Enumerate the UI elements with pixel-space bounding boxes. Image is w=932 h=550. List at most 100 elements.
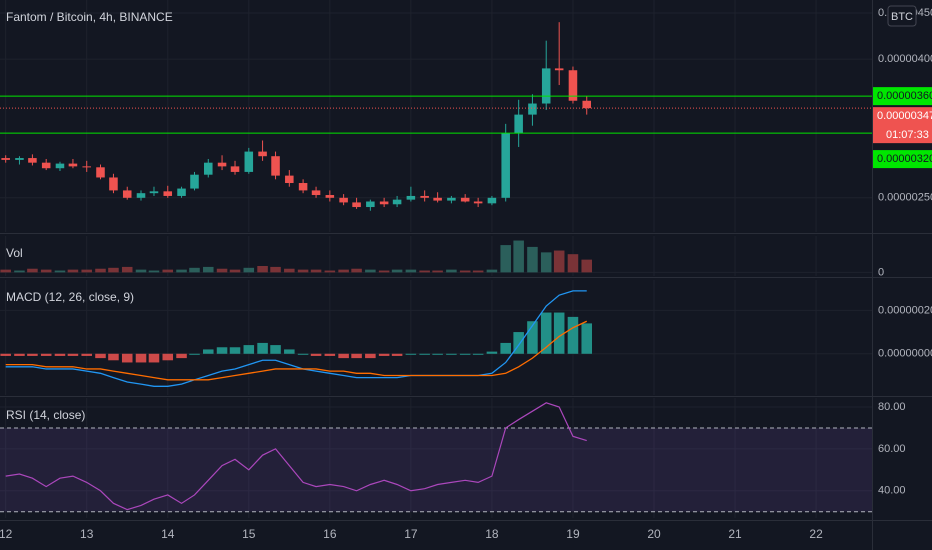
candle-body: [339, 197, 348, 203]
histogram-bar: [419, 353, 430, 355]
indicator-line: [5, 290, 587, 387]
pane-title: RSI (14, close): [6, 408, 85, 422]
histogram-bar: [351, 353, 362, 359]
candle-body: [230, 166, 240, 172]
x-tick-label: 12: [0, 527, 13, 541]
currency-button-label[interactable]: BTC: [891, 11, 913, 23]
volume-bar: [419, 270, 430, 273]
histogram-bar: [203, 349, 214, 354]
candle-body: [473, 201, 483, 204]
volume-bar: [553, 250, 565, 273]
volume-bar: [500, 245, 511, 273]
candle-body: [82, 166, 91, 168]
candle-body: [528, 103, 537, 115]
indicator-line: [5, 320, 588, 381]
level-label: 0.00000360: [877, 90, 932, 102]
volume-bar: [365, 269, 376, 273]
last-price-label: 0.00000347: [877, 110, 932, 122]
candle-body: [136, 193, 146, 198]
candle-body: [501, 133, 510, 198]
histogram-bar: [500, 342, 511, 354]
histogram-bar: [581, 323, 593, 354]
x-tick-label: 14: [161, 527, 175, 541]
histogram-bar: [284, 349, 295, 354]
histogram-bar: [378, 353, 390, 356]
histogram-bar: [513, 332, 524, 354]
histogram-bar: [432, 353, 443, 355]
histogram-bar: [486, 351, 498, 354]
volume-bar: [189, 267, 200, 273]
volume-bar: [486, 269, 498, 273]
candle-body: [122, 190, 132, 198]
y-tick-label: 80.00: [878, 401, 906, 413]
candle-body: [109, 177, 118, 191]
level-label-box: [873, 87, 932, 106]
x-tick-label: 15: [242, 527, 256, 541]
histogram-bar: [257, 342, 268, 354]
volume-bar: [27, 268, 38, 273]
volume-bar: [540, 252, 552, 273]
histogram-bar: [14, 353, 25, 356]
histogram-bar: [229, 347, 241, 354]
volume-bar: [472, 270, 484, 273]
candle-body: [28, 158, 37, 163]
volume-bar: [351, 268, 362, 273]
volume-bar: [459, 270, 471, 273]
volume-bar: [162, 269, 174, 273]
volume-bar: [229, 269, 241, 273]
histogram-bar: [121, 353, 133, 363]
histogram-bar: [459, 353, 471, 355]
volume-bar: [121, 266, 133, 273]
histogram-bar: [405, 353, 417, 355]
histogram-bar: [176, 353, 187, 359]
candle-body: [379, 201, 389, 205]
pane-title: MACD (12, 26, close, 9): [6, 290, 134, 304]
rsi-line: [5, 402, 587, 511]
histogram-bar: [216, 347, 228, 354]
candle-body: [541, 68, 551, 104]
histogram-bar: [162, 353, 174, 361]
histogram-bar: [148, 353, 160, 363]
volume-bar: [527, 246, 538, 273]
histogram-bar: [324, 353, 336, 356]
volume-bar: [324, 270, 336, 273]
candle-body: [149, 191, 159, 194]
volume-bar: [54, 270, 66, 273]
histogram-bar: [472, 353, 484, 355]
volume-bar: [378, 270, 390, 273]
candle-body: [244, 151, 254, 172]
histogram-bar: [297, 353, 309, 355]
candle-body: [433, 197, 442, 201]
candle-body: [177, 188, 186, 196]
volume-bar: [203, 266, 214, 273]
x-tick-label: 13: [80, 527, 94, 541]
candle-body: [406, 195, 416, 200]
rsi-band: [0, 427, 872, 512]
volume-bar: [176, 269, 187, 273]
volume-bar: [432, 270, 443, 273]
volume-bar: [148, 270, 160, 273]
histogram-bar: [270, 345, 281, 354]
candle-body: [311, 190, 321, 196]
candle-body: [392, 199, 402, 205]
volume-bar: [0, 269, 11, 273]
candle-body: [582, 100, 592, 109]
last-price-box: [873, 107, 932, 144]
y-tick-label: 60.00: [878, 443, 906, 455]
candle-body: [285, 175, 294, 184]
candle-body: [568, 70, 578, 101]
candle-body: [96, 167, 105, 178]
volume-bar: [297, 269, 309, 273]
histogram-bar: [27, 353, 38, 356]
volume-bar: [95, 268, 106, 273]
candle-body: [325, 195, 335, 198]
currency-button[interactable]: [887, 5, 917, 27]
volume-bar: [14, 270, 25, 273]
candle-body: [447, 197, 456, 201]
y-tick-label: 0.00000020: [878, 304, 932, 316]
volume-bar: [67, 269, 79, 273]
candle-body: [271, 156, 280, 176]
histogram-bar: [0, 353, 11, 356]
histogram-bar: [553, 312, 565, 354]
